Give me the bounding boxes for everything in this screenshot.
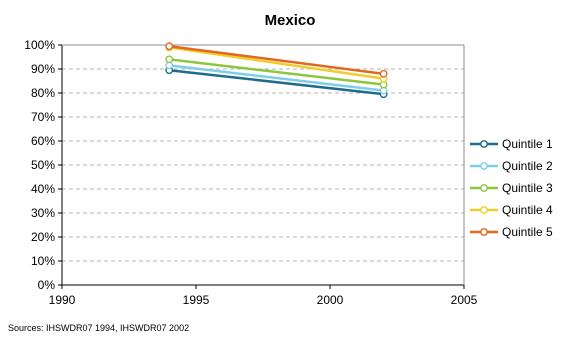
- y-tick-label: 40%: [31, 182, 55, 196]
- legend-label-quintile-1: Quintile 1: [502, 137, 553, 151]
- y-tick-label: 60%: [31, 134, 55, 148]
- legend-label-quintile-3: Quintile 3: [502, 181, 553, 195]
- x-tick-label: 2000: [317, 293, 344, 307]
- y-tick-label: 90%: [31, 62, 55, 76]
- y-tick-label: 80%: [31, 86, 55, 100]
- series-line-quintile-1: [169, 68, 384, 96]
- y-tick-label: 100%: [24, 38, 55, 52]
- data-point-quintile-3: [165, 55, 174, 64]
- x-tick-label: 1990: [49, 293, 76, 307]
- data-point-quintile-5: [165, 42, 174, 51]
- legend: Quintile 1 Quintile 2 Quintile 3 Quintile 4…: [470, 137, 553, 239]
- y-tick-label: 30%: [31, 206, 55, 220]
- legend-marker-quintile-1: [480, 140, 488, 148]
- data-point-quintile-5: [379, 69, 388, 78]
- legend-label-quintile-2: Quintile 2: [502, 159, 553, 173]
- y-tick-label: 20%: [31, 230, 55, 244]
- x-tick-label: 1995: [183, 293, 210, 307]
- series-line-quintile-2: [169, 64, 384, 92]
- chart-title: Mexico: [265, 12, 316, 29]
- y-tick-label: 70%: [31, 110, 55, 124]
- series-group: [165, 42, 388, 99]
- y-tick-label: 50%: [31, 158, 55, 172]
- series-line-quintile-3: [169, 58, 384, 86]
- source-note: Sources: IHSWDR07 1994, IHSWDR07 2002: [8, 323, 189, 333]
- legend-marker-quintile-2: [480, 162, 488, 170]
- legend-marker-quintile-3: [480, 184, 488, 192]
- x-tick-label: 2005: [451, 293, 478, 307]
- y-tick-label: 0%: [38, 278, 56, 292]
- legend-marker-quintile-5: [480, 228, 488, 236]
- series-line-quintile-5: [169, 44, 384, 76]
- gridlines: [62, 68, 464, 262]
- axes: 0% 10% 20% 30% 40% 50% 60% 70% 80% 90% 100% 1990 199…: [24, 38, 477, 307]
- legend-label-quintile-5: Quintile 5: [502, 225, 553, 239]
- y-tick-label: 10%: [31, 254, 55, 268]
- series-line-quintile-4: [169, 46, 384, 80]
- legend-label-quintile-4: Quintile 4: [502, 203, 553, 217]
- legend-marker-quintile-4: [480, 206, 488, 214]
